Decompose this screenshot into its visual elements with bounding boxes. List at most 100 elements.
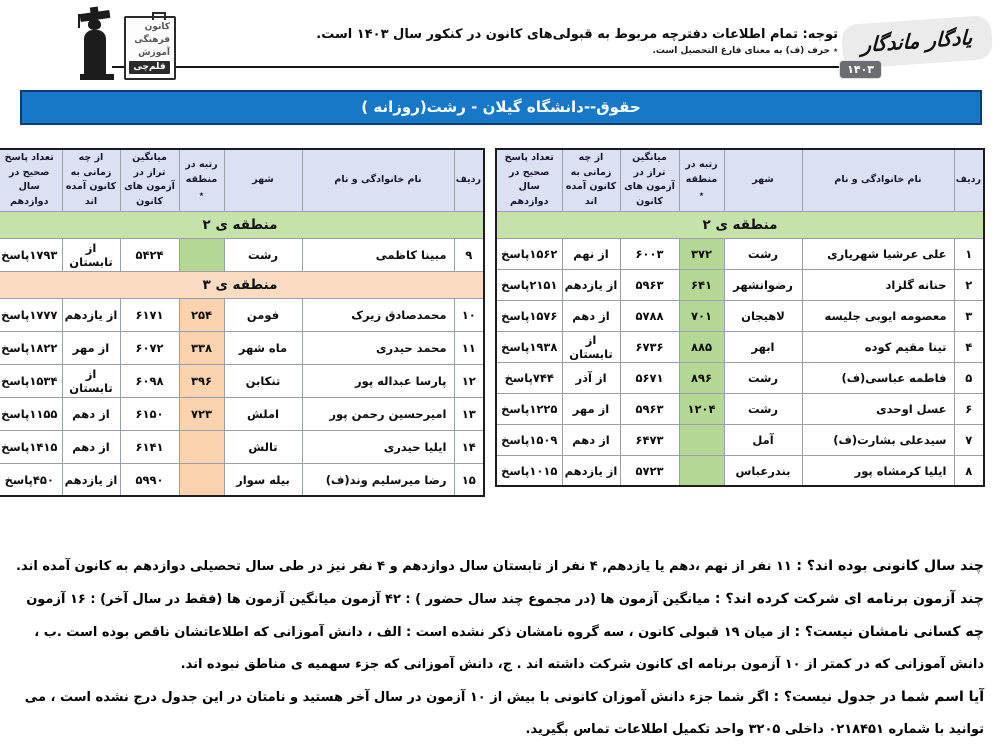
cell-city: آمل xyxy=(723,423,803,456)
cell-correct-answers: ۴۵۰پاسخ xyxy=(0,462,63,497)
cell-region-rank: ۱۲۰۴ xyxy=(678,392,725,425)
table-header-row: ردیف نام خانوادگی و نام شهر رتبه در منطقه ٭… xyxy=(495,148,985,212)
column-header: رتبه در منطقه ٭ xyxy=(178,148,225,212)
cell-avg-score: ۶۴۷۳ xyxy=(619,423,680,456)
cell-full-name: حنانه گلزاد xyxy=(801,268,955,301)
cell-avg-score: ۶۰۹۸ xyxy=(119,363,180,398)
region-banner-row: منطقه ی ۲ xyxy=(0,210,485,239)
head-icon xyxy=(88,19,101,30)
table-row: ۱۴ ایلیا حیدری تالش ۶۱۴۱ از دهم ۱۴۱۵پاسخ xyxy=(0,429,485,464)
results-tables: ردیف نام خانوادگی و نام شهر رتبه در منطقه ٭… xyxy=(0,148,985,498)
cell-row-number: ۱۳ xyxy=(453,396,485,431)
cell-avg-score: ۵۶۷۱ xyxy=(619,361,680,394)
cell-avg-score: ۵۹۶۳ xyxy=(619,392,680,425)
logo-board-line: کانون xyxy=(144,22,170,32)
cell-row-number: ۴ xyxy=(953,330,985,363)
cell-avg-score: ۵۹۶۳ xyxy=(619,268,680,301)
cell-row-number: ۱۱ xyxy=(453,330,485,365)
cell-region-rank: ۲۵۴ xyxy=(178,297,225,332)
column-header: میانگین تراز در آزمون های کانون xyxy=(119,148,180,212)
cell-region-rank xyxy=(178,462,225,497)
footnote-paragraph: چند سال کانونی بوده اند؟ : ۱۱ نفر از نهم… xyxy=(12,550,984,583)
logo-board-line: آموزش xyxy=(138,48,170,58)
logo-board-highlight: قلم‌چی xyxy=(129,61,170,74)
notice-sub-text: ٭ حرف (ف) به معنای فارغ التحصیل است. xyxy=(652,46,838,56)
cell-row-number: ۲ xyxy=(953,268,985,301)
cell-region-rank: ۷۰۱ xyxy=(678,299,725,332)
cell-full-name: رضا میرسلیم وند(ف) xyxy=(301,462,455,497)
footnote-label: آیا اسم شما در جدول نیست؟ : xyxy=(773,689,984,705)
cell-correct-answers: ۱۴۱۵پاسخ xyxy=(0,429,63,464)
yadegar-mandegar-logo: یادگار ماندگار ۱۴۰۳ xyxy=(838,8,998,79)
cell-region-rank xyxy=(178,237,225,272)
cell-since-when: از آذر xyxy=(561,361,621,394)
table-row: ۱۳ امیرحسین رحمن پور املش ۷۲۳ ۶۱۵۰ از دهم ۱۱۵۵… xyxy=(0,396,485,431)
page-title-bar: حقوق--دانشگاه گیلان - رشت(روزانه ) xyxy=(20,90,982,125)
cell-city: لاهیجان xyxy=(723,299,803,332)
table-row: ۳ معصومه ایوبی جلیسه لاهیجان ۷۰۱ ۵۷۸۸ از دهم ۱… xyxy=(495,299,985,332)
table-row: ۴ تینا مقیم کوده ابهر ۸۸۵ ۶۷۳۶ از تابستان ۱۹۳۸… xyxy=(495,330,985,363)
cell-row-number: ۵ xyxy=(953,361,985,394)
cell-since-when: از نهم xyxy=(561,237,621,270)
cell-correct-answers: ۱۹۳۸پاسخ xyxy=(495,330,563,363)
footnote-text: میانگین آزمون ها (در مجموع چند سال حضور … xyxy=(26,592,711,607)
table-row: ۱۵ رضا میرسلیم وند(ف) بیله سوار ۵۹۹۰ از یازد… xyxy=(0,462,485,497)
cell-row-number: ۸ xyxy=(953,454,985,487)
column-header: تعداد پاسخ صحیح در سال دوازدهم xyxy=(0,148,63,212)
footnote-paragraph: چند آزمون برنامه ای شرکت کرده اند؟ : میا… xyxy=(12,583,984,616)
column-header: نام خانوادگی و نام xyxy=(301,148,455,212)
cell-avg-score: ۶۱۷۱ xyxy=(119,297,180,332)
notice-main-text: توجه: تمام اطلاعات دفترچه مربوط به قبولی… xyxy=(316,27,838,42)
cell-correct-answers: ۱۵۳۴پاسخ xyxy=(0,363,63,398)
cell-city: رشت xyxy=(223,237,303,272)
cell-full-name: عسل اوحدی xyxy=(801,392,955,425)
cell-since-when: از دهم xyxy=(561,299,621,332)
results-table-rows-9-15: ردیف نام خانوادگی و نام شهر رتبه در منطقه ٭… xyxy=(0,148,485,498)
brand-year-badge: ۱۴۰۳ xyxy=(839,60,882,79)
column-header: رتبه در منطقه ٭ xyxy=(678,148,725,212)
region-banner: منطقه ی ۳ xyxy=(0,270,485,299)
cell-row-number: ۱ xyxy=(953,237,985,270)
table-row: ۷ سیدعلی بشارت(ف) آمل ۶۴۷۳ از دهم ۱۵۰۹پاسخ xyxy=(495,423,985,456)
cell-full-name: امیرحسین رحمن پور xyxy=(301,396,455,431)
cell-correct-answers: ۱۷۹۳پاسخ xyxy=(0,237,63,272)
cell-row-number: ۱۲ xyxy=(453,363,485,398)
cell-avg-score: ۶۰۰۳ xyxy=(619,237,680,270)
cell-correct-answers: ۱۲۲۵پاسخ xyxy=(495,392,563,425)
cell-full-name: فاطمه عباسی(ف) xyxy=(801,361,955,394)
cell-correct-answers: ۱۷۷۷پاسخ xyxy=(0,297,63,332)
cell-full-name: سیدعلی بشارت(ف) xyxy=(801,423,955,456)
cell-correct-answers: ۱۵۶۲پاسخ xyxy=(495,237,563,270)
cell-city: املش xyxy=(223,396,303,431)
cell-avg-score: ۶۱۵۰ xyxy=(119,396,180,431)
footnote-label: چه کسانی نامشان نیست؟ : xyxy=(794,624,984,640)
table-row: ۶ عسل اوحدی رشت ۱۲۰۴ ۵۹۶۳ از مهر ۱۲۲۵پاسخ xyxy=(495,392,985,425)
footnotes-block: چند سال کانونی بوده اند؟ : ۱۱ نفر از نهم… xyxy=(12,550,984,746)
region-banner: منطقه ی ۲ xyxy=(495,210,985,239)
cell-avg-score: ۵۷۸۸ xyxy=(619,299,680,332)
footnote-text: از میان ۱۹ قبولی کانون ، سه گروه نامشان … xyxy=(34,625,984,672)
cell-avg-score: ۶۱۴۱ xyxy=(119,429,180,464)
cell-full-name: پارسا عبداله پور xyxy=(301,363,455,398)
results-table-rows-1-8: ردیف نام خانوادگی و نام شهر رتبه در منطقه ٭… xyxy=(495,148,985,488)
region-banner: منطقه ی ۲ xyxy=(0,210,485,239)
column-header: تعداد پاسخ صحیح در سال دوازدهم xyxy=(495,148,563,212)
cell-since-when: از مهر xyxy=(61,330,121,365)
cell-city: رضوانشهر xyxy=(723,268,803,301)
cell-city: ماه شهر xyxy=(223,330,303,365)
logo-board-line: فرهنگی xyxy=(134,35,170,45)
cell-row-number: ۶ xyxy=(953,392,985,425)
cell-row-number: ۱۰ xyxy=(453,297,485,332)
cell-city: بیله سوار xyxy=(223,462,303,497)
cell-region-rank xyxy=(678,454,725,487)
cell-avg-score: ۵۴۲۴ xyxy=(119,237,180,272)
table-row: ۸ ایلیا کرمشاه پور بندرعباس ۵۷۲۳ از یازدهم ۱۰… xyxy=(495,454,985,487)
cell-since-when: از مهر xyxy=(561,392,621,425)
table-row: ۱۲ پارسا عبداله پور تنکابن ۳۹۶ ۶۰۹۸ از تابستا… xyxy=(0,363,485,398)
cell-avg-score: ۵۷۲۳ xyxy=(619,454,680,487)
cell-since-when: از دهم xyxy=(61,396,121,431)
graduate-figure-icon xyxy=(78,6,114,82)
cell-full-name: محمد حیدری xyxy=(301,330,455,365)
table-header-row: ردیف نام خانوادگی و نام شهر رتبه در منطقه ٭… xyxy=(0,148,485,212)
